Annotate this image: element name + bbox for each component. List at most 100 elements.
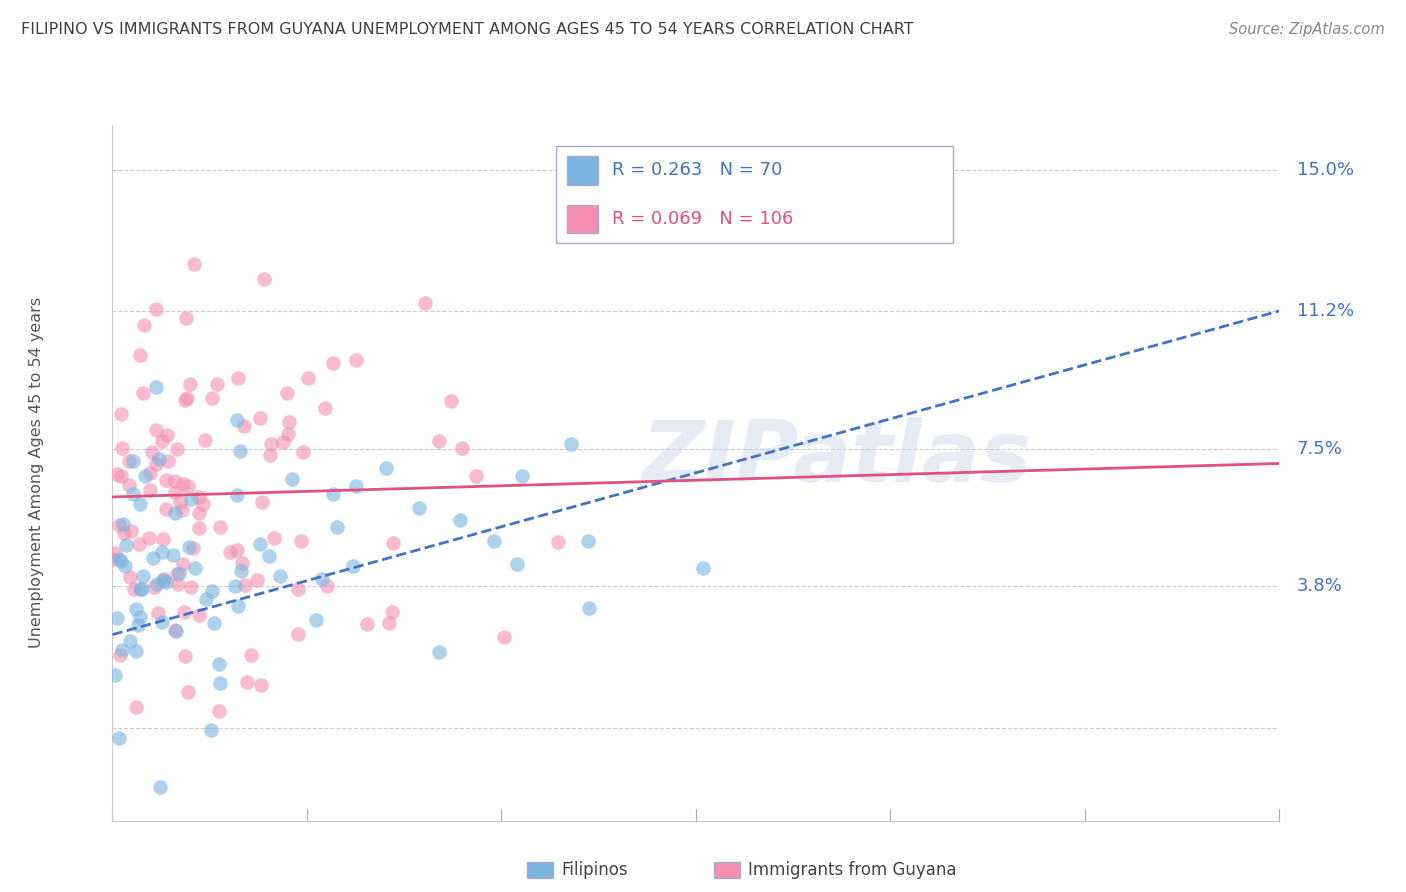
Point <box>229 444 252 458</box>
Point <box>153 573 176 587</box>
Point <box>174 311 197 326</box>
Point <box>115 538 138 552</box>
Point <box>180 581 202 595</box>
Point <box>105 611 128 625</box>
Point <box>152 533 174 547</box>
Point <box>183 541 205 556</box>
Text: FILIPINO VS IMMIGRANTS FROM GUYANA UNEMPLOYMENT AMONG AGES 45 TO 54 YEARS CORREL: FILIPINO VS IMMIGRANTS FROM GUYANA UNEMP… <box>21 22 914 37</box>
Point <box>314 401 336 416</box>
Point <box>155 473 177 487</box>
Point <box>150 544 173 558</box>
Point <box>129 609 152 624</box>
Point <box>128 582 150 597</box>
Point <box>484 534 506 549</box>
Point <box>122 487 145 501</box>
Point <box>344 479 367 493</box>
Point <box>141 445 163 459</box>
Point <box>129 348 152 362</box>
Point <box>127 618 149 632</box>
Point <box>105 467 128 481</box>
Point <box>271 434 294 449</box>
Point <box>143 580 166 594</box>
Point <box>194 433 217 447</box>
Point <box>560 437 582 451</box>
Point <box>281 471 304 485</box>
Point <box>148 452 170 467</box>
Point <box>131 582 153 597</box>
Point <box>172 476 194 491</box>
Text: R = 0.263   N = 70: R = 0.263 N = 70 <box>612 161 783 179</box>
Text: ZIPatlas: ZIPatlas <box>641 417 1031 500</box>
Point <box>155 502 177 516</box>
Point <box>326 520 349 534</box>
Point <box>356 616 378 631</box>
Point <box>157 453 180 467</box>
Point <box>188 521 211 535</box>
Point <box>375 461 398 475</box>
Point <box>125 699 148 714</box>
Point <box>253 272 276 286</box>
Point <box>138 531 160 545</box>
Point <box>183 257 205 271</box>
Point <box>173 393 195 408</box>
Point <box>110 408 132 422</box>
Point <box>259 549 281 563</box>
Point <box>148 607 170 621</box>
Text: Filipinos: Filipinos <box>561 861 627 879</box>
Point <box>187 608 209 623</box>
Point <box>225 488 247 502</box>
Point <box>440 393 463 408</box>
Point <box>252 495 274 509</box>
Point <box>342 558 364 573</box>
Point <box>129 497 152 511</box>
Point <box>139 466 162 480</box>
Point <box>163 623 186 637</box>
Point <box>104 546 127 560</box>
Point <box>145 380 167 394</box>
Point <box>259 437 281 451</box>
Point <box>111 643 134 657</box>
Point <box>287 582 309 596</box>
Point <box>277 426 299 441</box>
Point <box>177 685 200 699</box>
Point <box>232 419 254 434</box>
Point <box>166 567 188 582</box>
Point <box>263 531 285 545</box>
Point <box>176 391 198 405</box>
Point <box>492 631 515 645</box>
Point <box>378 616 401 631</box>
Point <box>139 483 162 498</box>
Point <box>233 578 256 592</box>
Point <box>547 534 569 549</box>
Point <box>118 454 141 468</box>
Point <box>208 520 231 534</box>
Point <box>104 668 127 682</box>
Point <box>200 723 222 737</box>
Point <box>226 543 249 558</box>
Point <box>225 412 247 426</box>
Point <box>249 678 271 692</box>
Point <box>246 573 269 587</box>
Point <box>132 386 155 401</box>
Point <box>152 573 174 587</box>
Text: 15.0%: 15.0% <box>1296 161 1354 178</box>
Text: Immigrants from Guyana: Immigrants from Guyana <box>748 861 956 879</box>
Point <box>209 676 232 690</box>
Point <box>381 606 404 620</box>
Point <box>120 633 142 648</box>
Point <box>235 674 257 689</box>
Point <box>165 624 187 639</box>
Point <box>118 569 141 583</box>
Point <box>187 506 209 520</box>
Point <box>132 318 155 332</box>
Point <box>150 434 173 449</box>
Point <box>177 479 200 493</box>
Point <box>120 524 142 538</box>
Point <box>155 574 177 589</box>
Point <box>179 376 201 391</box>
Point <box>128 537 150 551</box>
Point <box>201 391 224 405</box>
Point <box>201 583 224 598</box>
Point <box>208 657 231 671</box>
Point <box>101 552 124 566</box>
